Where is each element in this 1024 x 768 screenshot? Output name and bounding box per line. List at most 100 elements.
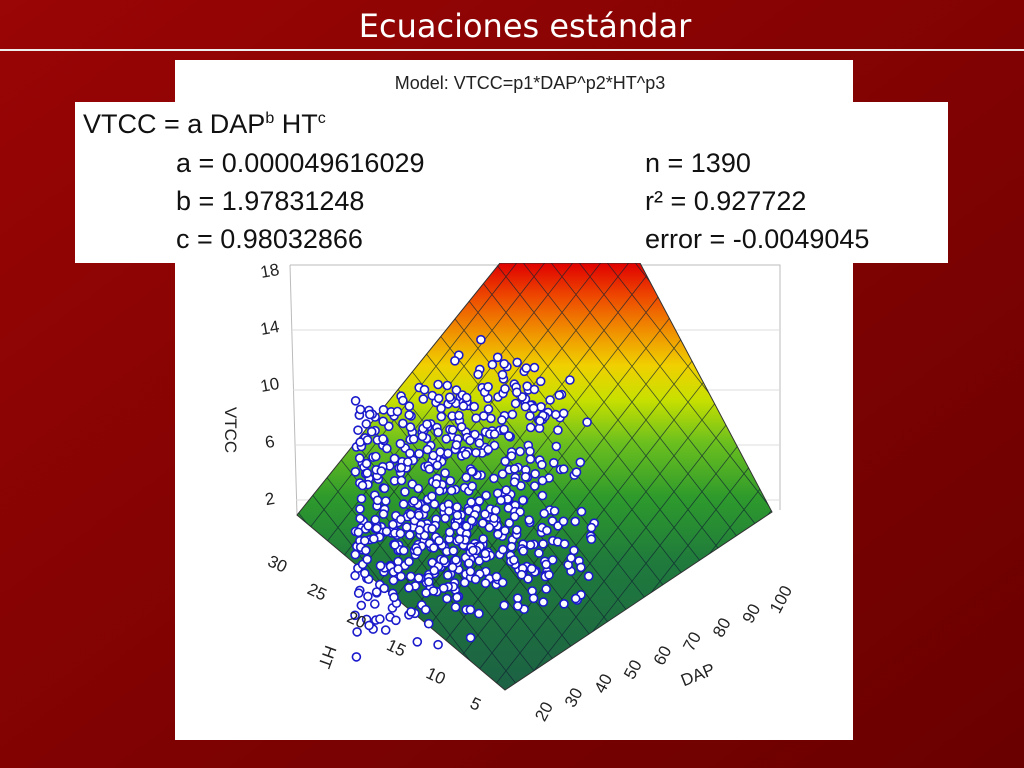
scatter-point [436, 403, 446, 414]
scatter-point [450, 520, 461, 531]
scatter-point [370, 451, 381, 462]
scatter-point [356, 600, 367, 611]
scatter-point [504, 431, 514, 441]
scatter-point [420, 503, 431, 514]
scatter-point [559, 598, 569, 609]
scatter-point [518, 495, 528, 506]
scatter-point [404, 401, 415, 412]
scatter-point [423, 576, 434, 587]
scatter-point [408, 434, 419, 444]
scatter-point [420, 604, 431, 615]
mesh-line [367, 263, 772, 690]
scatter-point [497, 577, 508, 588]
scatter-point [413, 573, 424, 583]
scatter-point [427, 523, 438, 534]
scatter-point [388, 519, 398, 530]
scatter-point [354, 453, 365, 463]
scatter-point [496, 495, 506, 506]
scatter-point [537, 490, 548, 501]
scatter-point [361, 458, 372, 469]
scatter-point [362, 554, 373, 565]
scatter-point [353, 588, 364, 599]
scatter-point [378, 434, 388, 444]
scatter-point [350, 549, 361, 560]
scatter-point [544, 570, 554, 580]
scatter-point [570, 516, 581, 527]
scatter-point [565, 375, 575, 385]
scatter-point [478, 411, 489, 421]
scatter-point [576, 506, 587, 517]
scatter-point [483, 404, 494, 414]
scatter-point [501, 485, 512, 495]
z-tick-label: 6 [264, 432, 277, 452]
scatter-point [378, 509, 389, 519]
scatter-point [515, 446, 525, 457]
scatter-point [460, 449, 471, 460]
scatter-point [429, 565, 440, 576]
scatter-point [378, 404, 389, 415]
scatter-point [525, 446, 535, 457]
scatter-point [506, 451, 517, 461]
scatter-point [375, 560, 386, 571]
scatter-point [542, 525, 552, 536]
scatter-point [586, 522, 597, 533]
scatter-point [576, 562, 586, 573]
mesh-line [395, 263, 772, 690]
equation-box [75, 102, 948, 263]
scatter-point [473, 369, 483, 380]
scatter-point [424, 464, 435, 474]
scatter-point [489, 429, 500, 439]
scatter-point [525, 454, 536, 464]
mesh-line [451, 263, 772, 690]
scatter-point [435, 447, 446, 457]
scatter-point [489, 473, 499, 484]
scatter-point [388, 575, 399, 586]
scatter-point [353, 527, 364, 538]
scatter-point [362, 435, 373, 445]
scatter-point [441, 434, 452, 444]
scatter-point [478, 534, 489, 544]
scatter-point [432, 460, 443, 471]
scatter-point [538, 597, 549, 607]
scatter-point [500, 456, 511, 467]
scatter-point [369, 599, 380, 609]
scatter-cloud [350, 334, 600, 662]
scatter-point [371, 587, 382, 597]
scatter-point [404, 556, 414, 567]
scatter-point [355, 404, 366, 415]
scatter-point [372, 495, 383, 506]
scatter-point [528, 403, 539, 414]
scatter-point [428, 586, 439, 596]
scatter-point [480, 578, 491, 589]
scatter-point [361, 419, 372, 429]
scatter-point [524, 515, 534, 525]
statistic: n = 1390 [645, 148, 751, 178]
scatter-point [405, 448, 415, 459]
scatter-point [550, 409, 561, 420]
scatter-point [363, 520, 374, 531]
scatter-point [492, 352, 503, 363]
scatter-point [483, 444, 494, 455]
scatter-point [380, 496, 391, 506]
scatter-point [450, 355, 460, 366]
scatter-point [446, 485, 457, 496]
scatter-point [366, 426, 377, 437]
equation: VTCC = a DAPb HTc [83, 109, 326, 139]
scatter-point [470, 429, 480, 440]
scatter-point [521, 363, 532, 373]
scatter-point [452, 502, 462, 512]
scatter-point [461, 472, 472, 483]
scatter-point [395, 528, 406, 539]
scatter-point [379, 483, 390, 494]
scatter-point [380, 625, 391, 635]
scatter-point [465, 632, 476, 643]
scatter-point [534, 548, 544, 558]
scatter-point [459, 577, 470, 588]
scatter-point [538, 539, 548, 549]
scatter-point [438, 583, 449, 594]
scatter-point [364, 409, 375, 420]
scatter-point [476, 334, 486, 345]
scatter-point [451, 555, 461, 565]
scatter-point [512, 593, 523, 604]
